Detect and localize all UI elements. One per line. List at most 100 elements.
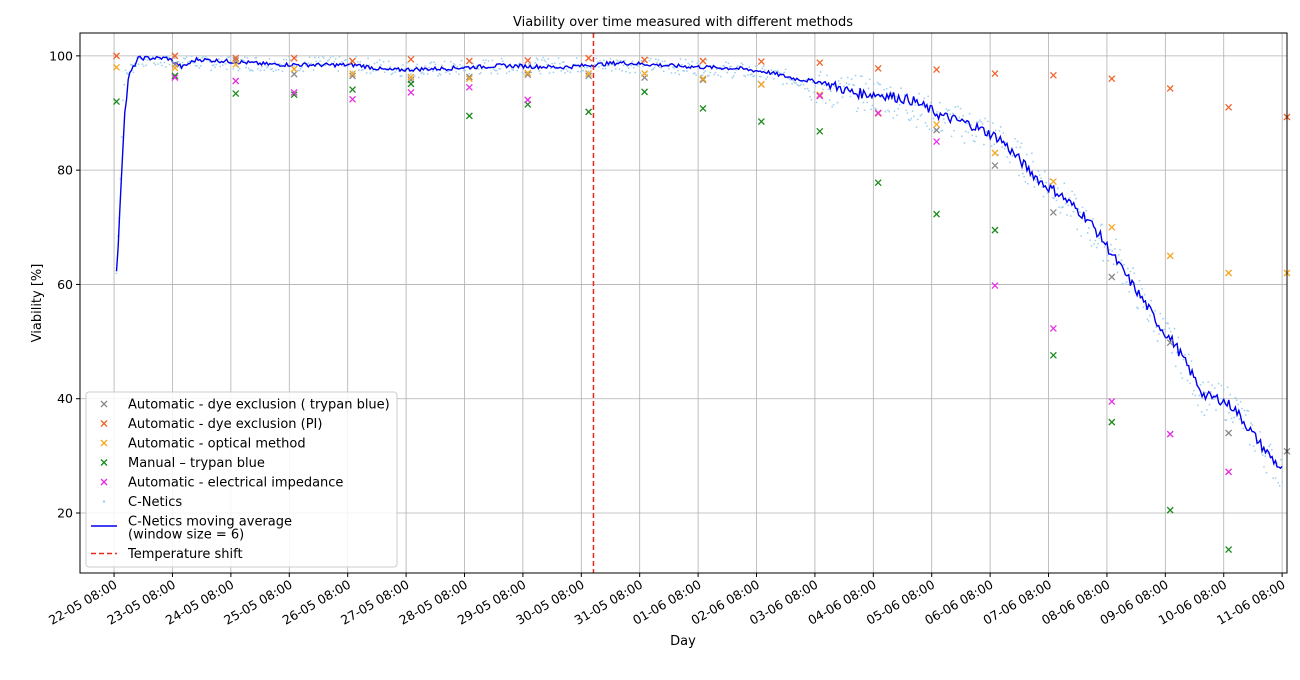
cnetics-point [552,71,555,74]
method-marker [1108,223,1116,231]
cnetics-point [719,75,722,78]
cnetics-point [1046,192,1049,194]
method-marker [933,120,941,128]
method-marker [290,70,298,78]
cnetics-point [417,76,420,79]
cnetics-point [714,71,717,74]
cnetics-point [1097,242,1099,245]
cnetics-point [575,57,578,59]
legend-entry: Automatic - dye exclusion (PI) [100,417,322,432]
cnetics-point [594,63,596,66]
cnetics-point [966,122,968,125]
cnetics-point [281,70,284,73]
cnetics-point [744,75,747,78]
cnetics-point [1229,393,1232,396]
method-marker [465,73,473,81]
cnetics-point [1047,182,1050,184]
cnetics-point [131,63,133,66]
cnetics-point [1126,267,1129,270]
cnetics-point [828,98,831,101]
cnetics-point [724,61,727,64]
cnetics-point [1211,384,1214,387]
method-marker [641,70,649,78]
y-axis-ticks: 20 40 60 80 100 [49,48,80,521]
cnetics-point [909,119,911,122]
cnetics-point [717,74,720,77]
cnetics-point [922,104,924,107]
cnetics-point [190,55,193,58]
method-marker [232,54,240,62]
cnetics-point [201,57,203,59]
cnetics-point [586,66,589,69]
cnetics-point [522,72,525,75]
cnetics-point [1147,320,1150,322]
cnetics-point [893,110,896,113]
cnetics-point [1037,170,1040,173]
cnetics-point [929,101,932,104]
cnetics-point [870,108,873,111]
cnetics-point [980,120,983,123]
cnetics-point [1045,181,1048,184]
cnetics-point [999,125,1002,128]
cnetics-point [1068,197,1071,199]
cnetics-point [447,70,450,73]
cnetics-point [702,71,705,74]
cnetics-point [1146,318,1149,321]
method-marker [290,65,298,73]
cnetics-point [610,69,613,72]
method-marker [585,108,593,116]
cnetics-point [468,72,471,75]
cnetics-point [1107,259,1110,262]
cnetics-point [1069,215,1072,217]
cnetics-point [923,97,926,100]
cnetics-point [376,61,379,64]
cnetics-point [1091,217,1094,220]
cnetics-point [443,60,446,63]
cnetics-point [841,96,844,99]
grid [80,33,1287,573]
cnetics-point [1181,377,1184,380]
cnetics-point [145,64,148,67]
cnetics-point [872,83,875,85]
cnetics-point [1141,287,1144,290]
cnetics-point [741,63,744,66]
cnetics-point [1003,147,1006,150]
cnetics-point [599,59,602,62]
cnetics-point [1199,383,1202,386]
cnetics-point [289,59,292,62]
cnetics-point [1150,299,1153,302]
cnetics-point [394,71,397,74]
cnetics-point [246,56,249,59]
cnetics-point [1159,312,1162,315]
cnetics-point [677,69,679,72]
cnetics-point [837,80,840,82]
method-marker [874,109,882,117]
cnetics-point [1042,195,1045,198]
cnetics-point [210,69,213,72]
cnetics-point [142,65,145,68]
cnetics-point [958,116,961,119]
cnetics-point [1230,417,1233,420]
cnetics-point [867,87,870,90]
method-marker [232,60,240,68]
cnetics-point [437,74,439,77]
cnetics-point [1247,410,1250,413]
cnetics-point [551,62,554,65]
legend: Automatic - dye exclusion ( trypan blue)… [85,391,398,568]
cnetics-point [168,63,171,66]
cnetics-point [221,64,224,66]
cnetics-point [1272,477,1274,480]
cnetics-point [1063,182,1066,185]
cnetics-point [1014,137,1016,140]
cnetics-point [1038,174,1041,176]
cnetics-point [1242,427,1245,430]
cnetics-point [942,118,945,120]
cnetics-point [1099,224,1102,227]
cnetics-point [596,61,599,63]
cnetics-point [983,143,985,146]
cnetics-point [963,141,966,144]
cnetics-point [839,82,841,85]
cnetics-point [735,69,738,71]
cnetics-point [439,73,442,76]
legend-label: Manual – trypan blue [128,456,265,471]
